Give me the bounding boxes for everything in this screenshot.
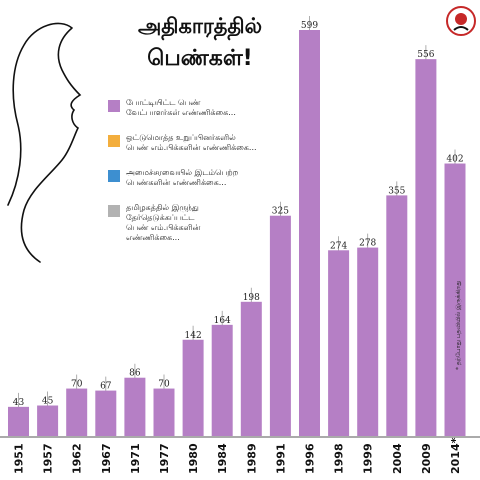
bar-value-label: 556	[417, 50, 434, 60]
bar-1989	[240, 301, 262, 436]
bar-value-label: 599	[301, 21, 318, 31]
bar-1984	[211, 324, 233, 436]
year-tick-label: 2014*	[449, 437, 462, 474]
year-tick-label: 1996	[304, 443, 317, 474]
bar-value-label: 86	[129, 369, 141, 379]
bar-1996	[299, 30, 320, 436]
bar-2009	[415, 59, 437, 437]
year-tick-label: 1980	[187, 443, 200, 474]
bar-value-label: 198	[243, 293, 260, 303]
legend-label: தமிழகத்தில் இருந்து தேர்தெடுக்கப்பட்ட பெ…	[126, 203, 201, 242]
footnote: * தற்போது பதவியில் இருக்கிறது	[455, 280, 462, 370]
year-tick-label: 1998	[333, 443, 346, 474]
year-tick-label: 1971	[129, 443, 142, 474]
legend-label: ஒட்டுமொத்த உறுப்பினர்களில் பெண் எம்.பிக்…	[126, 133, 257, 152]
legend-swatch	[108, 100, 120, 112]
bar-value-label: 278	[359, 239, 376, 249]
year-tick-label: 1951	[13, 443, 26, 474]
bar-1951	[8, 406, 29, 436]
legend-swatch	[108, 205, 120, 217]
year-tick-label: 1999	[362, 443, 375, 474]
year-tick-label: 1977	[158, 443, 171, 474]
bar-value-label: 164	[214, 316, 231, 326]
year-tick-label: 2004	[391, 443, 404, 474]
title-line-2: பெண்கள்!	[147, 46, 253, 71]
year-tick-label: 1989	[245, 443, 258, 474]
bar-value-label: 274	[330, 241, 347, 251]
legend-swatch	[108, 170, 120, 182]
bar-value-label: 67	[100, 382, 112, 392]
bar-1999	[357, 247, 379, 436]
bar-2014	[444, 163, 466, 436]
year-tick-label: 1957	[42, 443, 55, 474]
bar-2004	[386, 195, 408, 436]
bar-value-label: 70	[158, 380, 170, 390]
legend-label: அமைச்சரவையில் இடம்பெற்ற பெண்களின் எண்ணிக…	[126, 168, 239, 187]
bar-1998	[328, 250, 350, 436]
legend-label: போட்டியிட்ட பெண் வேட்பாளர்கள் எண்ணிக்கை.…	[126, 98, 236, 117]
year-tick-label: 1962	[71, 443, 84, 474]
year-tick-label: 1967	[100, 443, 113, 474]
publisher-logo-icon	[446, 6, 476, 36]
bar-value-label: 355	[388, 186, 405, 196]
bar-value-label: 142	[185, 331, 202, 341]
year-tick-label: 2009	[420, 443, 433, 474]
legend-swatch	[108, 135, 120, 147]
bar-value-label: 325	[272, 207, 289, 217]
bar-1991	[269, 215, 291, 436]
bar-value-label: 43	[13, 398, 25, 408]
bar-1977	[153, 388, 175, 436]
bar-1971	[124, 377, 146, 436]
bar-1980	[182, 339, 204, 436]
year-tick-label: 1984	[216, 443, 229, 474]
bar-1967	[95, 390, 117, 436]
bar-value-label: 45	[42, 396, 54, 406]
bar-1957	[37, 405, 59, 436]
bar-value-label: 402	[446, 155, 463, 165]
title-line-1: அதிகாரத்தில்	[137, 14, 263, 38]
bar-1962	[66, 388, 88, 436]
year-tick-label: 1991	[274, 443, 287, 474]
bar-value-label: 70	[71, 380, 83, 390]
woman-profile-drawing	[7, 22, 82, 263]
